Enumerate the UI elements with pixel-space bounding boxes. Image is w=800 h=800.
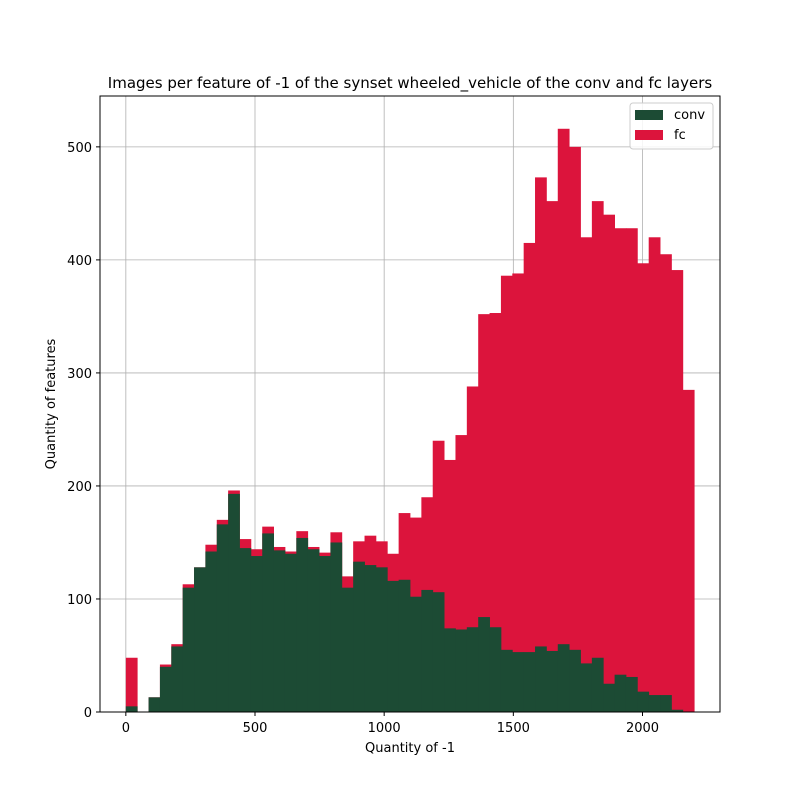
- conv-bar: [273, 550, 286, 712]
- conv-bar: [614, 674, 627, 712]
- y-tick-label: 400: [67, 254, 92, 269]
- x-tick-label: 2000: [626, 721, 659, 736]
- conv-bar: [375, 567, 388, 712]
- x-tick-label: 500: [243, 721, 268, 736]
- legend-swatch-conv: [635, 110, 663, 120]
- conv-bar: [182, 587, 195, 712]
- plot-frame: [99, 95, 721, 713]
- conv-bar: [625, 676, 638, 712]
- conv-bar: [523, 652, 536, 712]
- conv-bar: [671, 709, 684, 712]
- y-tick-label: 100: [67, 593, 92, 608]
- conv-bar: [205, 551, 218, 712]
- fc-bar: [432, 440, 445, 712]
- fc-bar: [500, 275, 513, 712]
- fc-bar: [512, 273, 525, 712]
- conv-bar: [569, 649, 581, 712]
- conv-bar: [603, 683, 615, 712]
- legend: conv fc: [629, 102, 714, 150]
- conv-bar: [341, 587, 354, 712]
- legend-label-conv: conv: [674, 108, 705, 123]
- fc-bar: [603, 214, 615, 712]
- legend-label-fc: fc: [674, 128, 686, 143]
- chart-title: Images per feature of -1 of the synset w…: [108, 74, 713, 93]
- conv-bar: [296, 537, 309, 712]
- conv-bar: [364, 565, 377, 712]
- conv-bar: [262, 533, 274, 712]
- axis-ticks: 0 500 1000 1500 2000 0 100 200 300 400 500: [67, 141, 659, 736]
- conv-bar: [398, 579, 411, 712]
- y-tick-label: 0: [84, 706, 92, 721]
- conv-bar: [216, 524, 229, 712]
- conv-bar: [194, 567, 206, 712]
- conv-bar: [444, 628, 456, 712]
- conv-bar: [557, 644, 570, 712]
- fc-bar: [614, 228, 627, 713]
- conv-bar: [250, 556, 263, 712]
- conv-bar: [660, 695, 672, 712]
- fc-bar: [637, 263, 650, 712]
- fc-bar: [569, 146, 581, 713]
- conv-bar: [546, 650, 559, 712]
- y-tick-label: 300: [67, 367, 92, 382]
- conv-bar: [307, 549, 320, 712]
- x-tick-label: 1000: [368, 721, 401, 736]
- conv-bar: [159, 666, 172, 712]
- conv-bar: [489, 627, 502, 712]
- conv-bar: [580, 663, 593, 712]
- x-axis-title: Quantity of -1: [365, 741, 455, 756]
- conv-bar: [535, 646, 547, 712]
- legend-swatch-fc: [635, 130, 663, 140]
- conv-bar: [637, 691, 650, 712]
- fc-bar: [557, 128, 570, 712]
- fc-bar: [580, 237, 593, 712]
- fc-bar: [444, 459, 456, 712]
- conv-bar: [148, 697, 161, 712]
- fc-bar: [648, 237, 661, 712]
- conv-bar: [455, 629, 468, 712]
- fc-bar: [489, 313, 502, 712]
- conv-bar: [410, 596, 422, 712]
- conv-bar: [239, 548, 252, 712]
- fc-bar: [660, 254, 672, 713]
- conv-bar: [591, 657, 604, 712]
- fc-bar: [671, 270, 684, 712]
- conv-bars: [125, 493, 684, 712]
- conv-bar: [353, 561, 365, 712]
- conv-bar: [432, 592, 445, 712]
- conv-bar: [512, 652, 525, 712]
- conv-bar: [284, 553, 297, 712]
- conv-bar: [421, 589, 434, 712]
- fc-bar: [523, 242, 536, 712]
- conv-bar: [228, 493, 240, 712]
- fc-bar: [125, 657, 138, 712]
- conv-bar: [125, 706, 138, 712]
- x-tick-label: 1500: [497, 721, 530, 736]
- fc-bar: [535, 177, 547, 712]
- conv-bar: [171, 646, 184, 712]
- y-axis-title: Quantity of features: [44, 338, 59, 469]
- fc-bar: [466, 386, 479, 712]
- y-tick-label: 200: [67, 480, 92, 495]
- conv-bar: [387, 580, 400, 712]
- x-tick-label: 0: [122, 721, 130, 736]
- conv-bar: [500, 649, 513, 712]
- conv-bar: [648, 695, 661, 712]
- fc-bar: [625, 228, 638, 713]
- fc-bar: [478, 314, 490, 712]
- fc-bar: [546, 201, 559, 712]
- y-tick-label: 500: [67, 141, 92, 156]
- conv-bar: [466, 627, 479, 712]
- fc-bar: [682, 389, 695, 712]
- conv-bar: [478, 617, 490, 712]
- conv-bar: [330, 542, 343, 712]
- conv-bar: [319, 556, 331, 712]
- fc-bar: [591, 201, 604, 712]
- fc-bar: [455, 435, 468, 712]
